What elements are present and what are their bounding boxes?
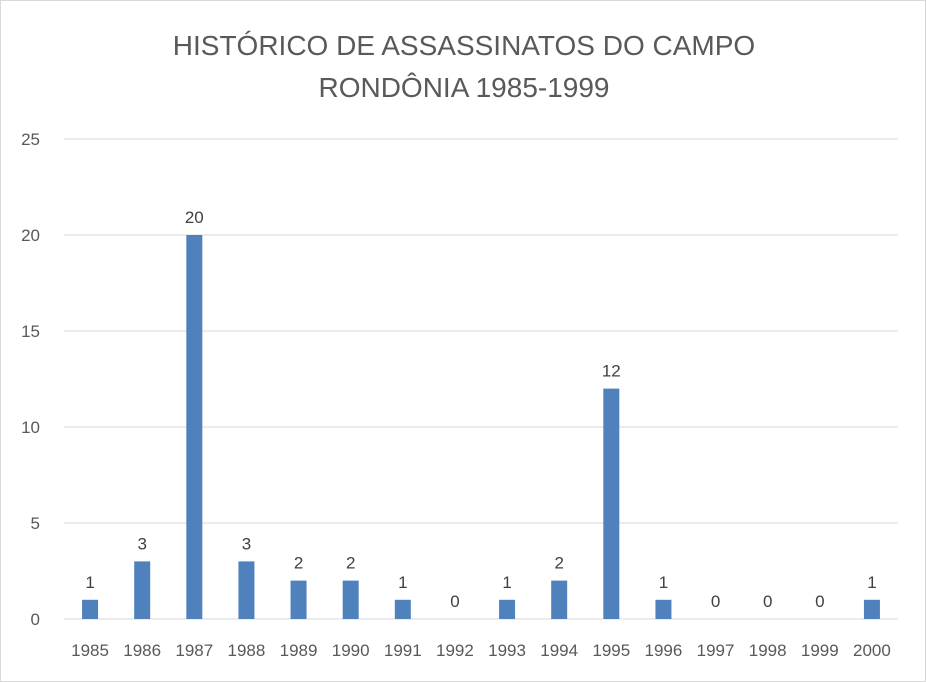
bar [134, 561, 151, 619]
chart-title-line1: HISTÓRICO DE ASSASSINATOS DO CAMPO [172, 30, 756, 61]
data-label: 1 [85, 573, 94, 592]
x-tick-label: 1999 [801, 641, 839, 660]
data-label: 2 [554, 554, 563, 573]
y-tick-label: 10 [21, 418, 40, 437]
x-tick-label: 1993 [488, 641, 526, 660]
bar [342, 580, 359, 619]
bar [603, 388, 620, 619]
bar [186, 235, 203, 619]
data-label: 1 [659, 573, 668, 592]
bar [655, 599, 672, 619]
x-tick-label: 1998 [749, 641, 787, 660]
data-label: 0 [815, 592, 824, 611]
data-label: 3 [137, 534, 146, 553]
y-tick-label: 20 [21, 226, 40, 245]
x-tick-label: 1987 [175, 641, 213, 660]
x-tick-label: 1992 [436, 641, 474, 660]
data-label: 1 [398, 573, 407, 592]
x-tick-label: 1989 [280, 641, 318, 660]
data-label: 1 [867, 573, 876, 592]
data-label: 1 [502, 573, 511, 592]
x-tick-label: 1990 [332, 641, 370, 660]
data-label: 0 [450, 592, 459, 611]
data-label: 12 [602, 362, 621, 381]
x-tick-label: 1985 [71, 641, 109, 660]
x-tick-label: 1996 [645, 641, 683, 660]
data-label: 2 [346, 554, 355, 573]
y-tick-label: 0 [31, 610, 40, 629]
bar [394, 599, 411, 619]
bar [499, 599, 516, 619]
chart-title-line2: RONDÔNIA 1985-1999 [318, 72, 610, 103]
y-tick-label: 15 [21, 322, 40, 341]
data-label: 0 [763, 592, 772, 611]
bar [82, 599, 99, 619]
data-label: 2 [294, 554, 303, 573]
y-tick-label: 25 [21, 130, 40, 149]
x-tick-label: 1994 [540, 641, 578, 660]
x-tick-label: 1991 [384, 641, 422, 660]
bar [863, 599, 880, 619]
data-label: 0 [711, 592, 720, 611]
x-tick-label: 1986 [123, 641, 161, 660]
x-tick-label: 2000 [853, 641, 891, 660]
y-tick-label: 5 [31, 514, 40, 533]
data-label: 20 [185, 208, 204, 227]
bar [551, 580, 568, 619]
x-tick-label: 1995 [592, 641, 630, 660]
bar [290, 580, 307, 619]
x-tick-label: 1997 [697, 641, 735, 660]
data-label: 3 [242, 534, 251, 553]
x-tick-label: 1988 [228, 641, 266, 660]
chart-title: HISTÓRICO DE ASSASSINATOS DO CAMPO RONDÔ… [1, 25, 926, 109]
bar [238, 561, 255, 619]
